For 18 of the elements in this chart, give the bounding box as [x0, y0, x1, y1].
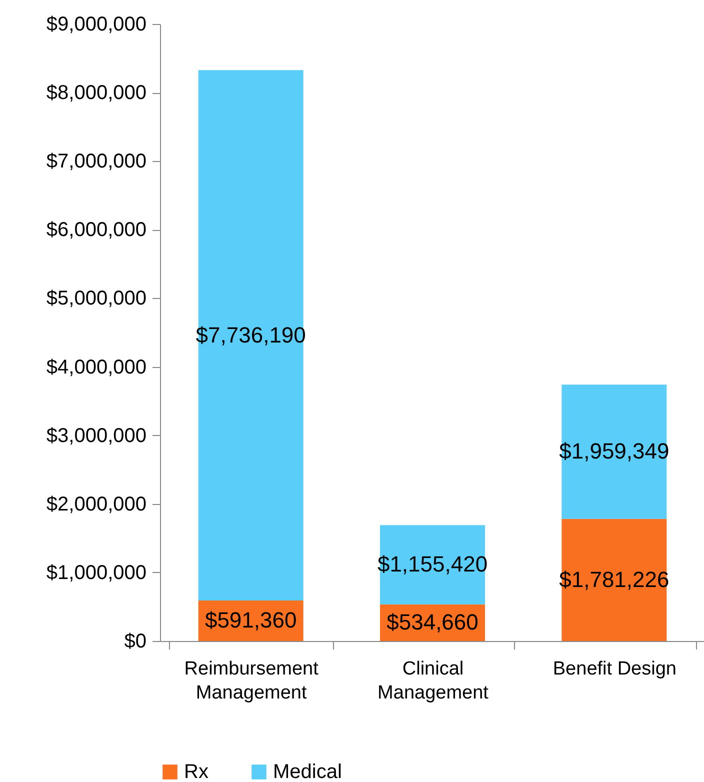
bar	[198, 70, 304, 600]
data-label: $534,660	[386, 610, 478, 635]
data-label: $591,360	[204, 608, 297, 633]
x-tick-label: Clinical Management	[378, 658, 490, 704]
y-tick-label: $3,000,000	[46, 424, 146, 447]
legend-label: Medical	[273, 761, 342, 782]
y-tick-label: $0	[124, 630, 146, 652]
legend-label: Rx	[184, 761, 208, 782]
y-tick-label: $4,000,000	[46, 356, 146, 378]
y-tick-label: $9,000,000	[46, 14, 146, 36]
y-tick-label: $1,000,000	[46, 562, 146, 584]
x-tick-label: Reimbursement Management	[184, 658, 320, 704]
y-tick-label: $5,000,000	[46, 288, 146, 310]
y-tick-label: $2,000,000	[46, 493, 146, 516]
y-tick-label: $7,000,000	[46, 150, 146, 173]
y-tick-label: $8,000,000	[46, 82, 146, 104]
x-tick-label: Benefit Design	[552, 658, 676, 680]
y-tick-label: $6,000,000	[46, 219, 146, 242]
